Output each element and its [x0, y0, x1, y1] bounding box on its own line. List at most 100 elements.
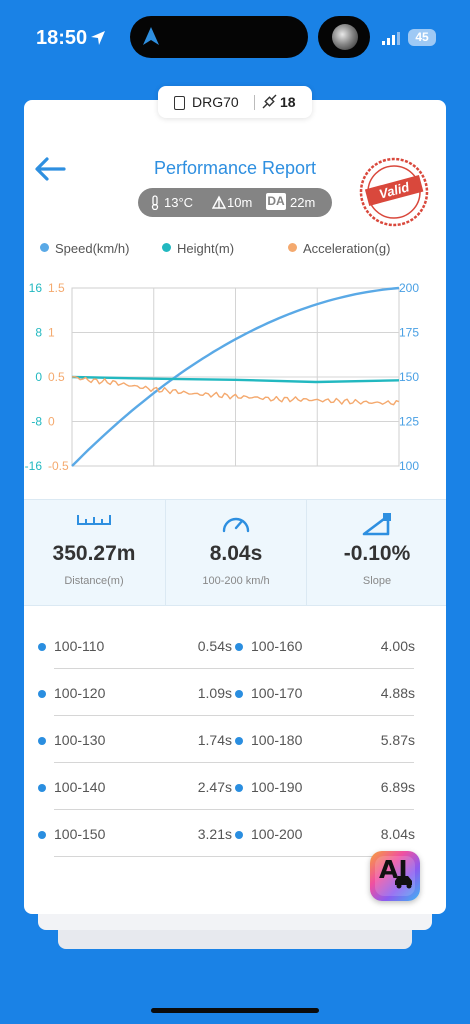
stat-distance: 350.27m Distance(m)	[24, 500, 164, 605]
navigation-arrow-icon	[143, 27, 159, 45]
split-row: 100-130 1.74s 100-180 5.87s	[24, 714, 446, 763]
split-range: 100-110	[54, 638, 105, 654]
activity-avatar	[332, 24, 358, 50]
chart-tick-label-speed: 175	[399, 326, 419, 340]
status-bar: 18:50 45	[0, 0, 470, 78]
density-altitude-badge: DA	[266, 193, 286, 210]
satellite-icon	[262, 94, 277, 109]
chart-tick-label-speed: 125	[399, 415, 419, 429]
split-range: 100-150	[54, 826, 106, 842]
divider	[54, 809, 414, 810]
legend-item-height[interactable]: Height(m)	[162, 241, 234, 256]
split-dot	[235, 643, 243, 651]
stat-time: 8.04s 100-200 km/h	[166, 500, 306, 605]
speedometer-icon	[222, 517, 250, 533]
chart-tick-label-height: -8	[31, 415, 42, 429]
chart-tick-label-height: 8	[35, 326, 42, 340]
stats-panel: 350.27m Distance(m) 8.04s 100-200 km/h -…	[24, 499, 446, 606]
split-range: 100-200	[251, 826, 303, 842]
slope-value: -0.10%	[343, 542, 411, 565]
divider	[254, 95, 255, 110]
split-time: 1.09s	[197, 685, 232, 701]
time-value: 8.04s	[209, 542, 263, 565]
chart-tick-label-height: 16	[29, 281, 43, 295]
divider	[165, 500, 166, 605]
split-time: 8.04s	[380, 826, 415, 842]
split-row: 100-110 0.54s 100-160 4.00s	[24, 620, 446, 669]
mountain-icon	[212, 195, 226, 209]
chart-tick-label-acceleration: 0.5	[48, 370, 65, 384]
legend-label: Height(m)	[177, 241, 235, 256]
chart-tick-label-acceleration: 1	[48, 326, 55, 340]
split-row: 100-120 1.09s 100-170 4.88s	[24, 667, 446, 716]
legend-dot	[288, 243, 297, 252]
chart-tick-label-acceleration: 0	[48, 415, 55, 429]
split-dot	[235, 831, 243, 839]
divider	[54, 856, 414, 857]
split-range: 100-160	[251, 638, 303, 654]
chart-series-line	[71, 375, 400, 384]
density-altitude-value: 22m	[290, 195, 316, 210]
split-time: 5.87s	[380, 732, 415, 748]
dynamic-island[interactable]	[130, 16, 308, 58]
signal-icon	[382, 32, 400, 45]
split-item: 100-170 4.88s	[235, 685, 415, 705]
slope-label: Slope	[362, 575, 392, 587]
thermometer-icon	[151, 195, 159, 210]
split-time: 0.54s	[197, 638, 232, 654]
valid-stamp: Valid	[359, 157, 429, 227]
split-range: 100-180	[251, 732, 303, 748]
chart-tick-label-height: 0	[35, 370, 42, 384]
page-title: Performance Report	[153, 158, 317, 178]
legend-label: Speed(km/h)	[55, 241, 130, 256]
altitude-value: 10m	[227, 195, 253, 210]
split-dot	[235, 737, 243, 745]
divider	[306, 500, 307, 605]
legend-item-speed[interactable]: Speed(km/h)	[40, 241, 129, 256]
island-activity[interactable]	[318, 16, 370, 58]
split-item: 100-180 5.87s	[235, 732, 415, 752]
divider	[54, 668, 414, 669]
split-time: 2.47s	[197, 779, 232, 795]
performance-chart: 16 8 0 -8 -16 1.5 1 0.5 0 -0.5 200 175 150 125 100	[25, 281, 420, 473]
chart-tick-label-speed: 150	[399, 370, 419, 384]
split-item: 100-110 0.54s	[38, 638, 232, 658]
split-range: 100-190	[251, 779, 303, 795]
distance-label: Distance(m)	[64, 575, 124, 587]
chart-tick-label-height: -16	[25, 459, 43, 473]
split-dot	[38, 831, 46, 839]
split-dot	[38, 690, 46, 698]
device-tab[interactable]: DRG70 18	[158, 86, 312, 118]
location-arrow-icon	[91, 31, 105, 45]
legend-item-acceleration[interactable]: Acceleration(g)	[288, 241, 390, 256]
split-item: 100-150 3.21s	[38, 826, 232, 846]
ai-assistant-button[interactable]: AI	[370, 851, 420, 901]
split-range: 100-130	[54, 732, 106, 748]
home-indicator	[151, 1008, 319, 1013]
split-time: 3.21s	[197, 826, 232, 842]
split-item: 100-140 2.47s	[38, 779, 232, 799]
temperature-value: 13°C	[164, 195, 194, 210]
back-arrow-icon[interactable]	[34, 156, 66, 182]
split-range: 100-120	[54, 685, 106, 701]
split-time: 4.88s	[380, 685, 415, 701]
chart-tick-label-acceleration: 1.5	[48, 281, 65, 295]
car-icon	[395, 876, 412, 889]
split-dot	[38, 737, 46, 745]
distance-value: 350.27m	[52, 542, 136, 565]
battery-indicator: 45	[408, 29, 436, 46]
chart-series-line	[71, 375, 400, 406]
legend-dot	[162, 243, 171, 252]
legend-label: Acceleration(g)	[303, 241, 391, 256]
split-item: 100-130 1.74s	[38, 732, 232, 752]
split-item: 100-120 1.09s	[38, 685, 232, 705]
split-row: 100-150 3.21s 100-200 8.04s	[24, 808, 446, 857]
divider	[54, 762, 414, 763]
split-dot	[235, 784, 243, 792]
ruler-icon	[77, 515, 111, 525]
split-row: 100-140 2.47s 100-190 6.89s	[24, 761, 446, 810]
split-dot	[235, 690, 243, 698]
split-time: 6.89s	[380, 779, 415, 795]
device-icon	[174, 96, 185, 110]
split-range: 100-140	[54, 779, 106, 795]
